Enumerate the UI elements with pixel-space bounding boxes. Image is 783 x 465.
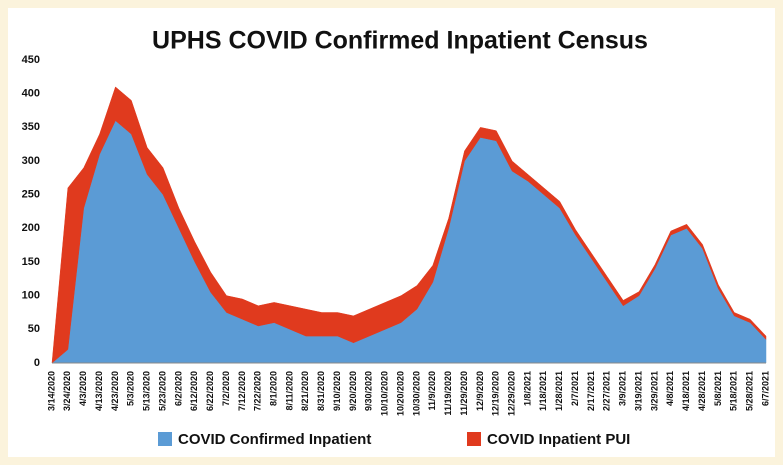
y-tick-label: 50: [28, 323, 40, 335]
legend-swatch: [467, 432, 481, 446]
x-tick-label: 4/3/2020: [78, 371, 88, 406]
x-tick-label: 5/3/2020: [126, 371, 136, 406]
y-tick-label: 0: [34, 357, 40, 369]
legend-label: COVID Confirmed Inpatient: [178, 431, 371, 448]
x-tick-label: 8/11/2020: [284, 371, 294, 411]
legend-label: COVID Inpatient PUI: [487, 431, 630, 448]
x-tick-label: 2/17/2021: [586, 371, 596, 411]
x-tick-label: 5/28/2021: [745, 371, 755, 411]
x-tick-label: 6/22/2020: [205, 371, 215, 411]
y-tick-label: 300: [22, 155, 40, 167]
y-tick-label: 400: [22, 88, 40, 100]
y-tick-label: 250: [22, 189, 40, 201]
x-tick-label: 1/28/2021: [554, 371, 564, 411]
x-tick-label: 7/2/2020: [221, 371, 231, 406]
x-tick-label: 5/18/2021: [729, 371, 739, 411]
x-tick-label: 3/29/2021: [649, 371, 659, 411]
x-tick-label: 5/8/2021: [713, 371, 723, 406]
x-tick-label: 5/13/2020: [142, 371, 152, 411]
x-tick-label: 3/9/2021: [618, 371, 628, 406]
x-tick-label: 9/30/2020: [364, 371, 374, 411]
x-tick-label: 4/18/2021: [681, 371, 691, 411]
x-tick-label: 12/29/2020: [507, 371, 517, 416]
y-tick-label: 100: [22, 290, 40, 302]
x-tick-label: 12/9/2020: [475, 371, 485, 411]
x-tick-label: 9/20/2020: [348, 371, 358, 411]
x-tick-label: 3/24/2020: [62, 371, 72, 411]
y-tick-label: 350: [22, 121, 40, 133]
x-tick-label: 10/30/2020: [411, 371, 421, 416]
x-tick-label: 9/10/2020: [332, 371, 342, 411]
x-tick-label: 8/21/2020: [300, 371, 310, 411]
x-tick-label: 6/12/2020: [189, 371, 199, 411]
x-tick-label: 4/28/2021: [697, 371, 707, 411]
x-tick-label: 4/8/2021: [665, 371, 675, 406]
legend-swatch: [158, 432, 172, 446]
x-tick-label: 3/19/2021: [633, 371, 643, 411]
x-tick-label: 11/19/2020: [443, 371, 453, 416]
x-tick-label: 5/23/2020: [157, 371, 167, 411]
x-tick-label: 7/12/2020: [237, 371, 247, 411]
area: [51, 86, 767, 364]
chart-title: UPHS COVID Confirmed Inpatient Census: [152, 27, 648, 55]
x-tick-label: 8/31/2020: [316, 371, 326, 411]
x-tick-label: 12/19/2020: [491, 371, 501, 416]
x-tick-label: 10/20/2020: [395, 371, 405, 416]
x-tick-label: 2/7/2021: [570, 371, 580, 406]
x-tick-label: 3/14/2020: [46, 371, 56, 411]
x-tick-label: 6/7/2021: [760, 371, 770, 406]
x-tick-label: 10/10/2020: [380, 371, 390, 416]
x-tick-label: 8/1/2020: [269, 371, 279, 406]
x-tick-label: 11/29/2020: [459, 371, 469, 416]
x-tick-label: 11/9/2020: [427, 371, 437, 411]
x-tick-label: 1/8/2021: [522, 371, 532, 406]
y-tick-label: 200: [22, 222, 40, 234]
y-tick-label: 450: [22, 54, 40, 66]
x-tick-label: 7/22/2020: [253, 371, 263, 411]
x-tick-label: 2/27/2021: [602, 371, 612, 411]
y-tick-label: 150: [22, 256, 40, 268]
x-tick-label: 4/13/2020: [94, 371, 104, 411]
x-tick-label: 4/23/2020: [110, 371, 120, 411]
x-tick-label: 6/2/2020: [173, 371, 183, 406]
x-tick-label: 1/18/2021: [538, 371, 548, 411]
